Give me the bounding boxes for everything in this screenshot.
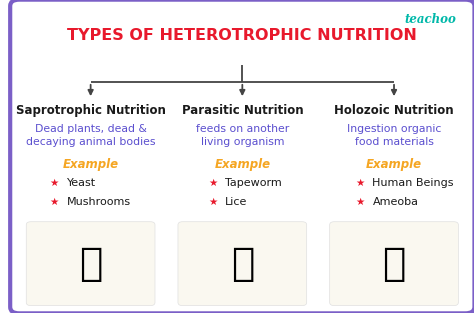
Text: Lice: Lice [225,197,248,207]
Text: Ingestion organic
food materials: Ingestion organic food materials [347,124,441,147]
Text: Ameoba: Ameoba [373,197,419,207]
Text: Yeast: Yeast [67,178,96,188]
Text: ★: ★ [355,197,364,207]
Text: Parasitic Nutrition: Parasitic Nutrition [182,104,303,117]
Text: Saprotrophic Nutrition: Saprotrophic Nutrition [16,104,165,117]
Text: Mushrooms: Mushrooms [67,197,131,207]
FancyBboxPatch shape [10,0,474,313]
Text: Example: Example [214,158,270,171]
Text: feeds on another
living organism: feeds on another living organism [196,124,289,147]
Text: teachoo: teachoo [404,13,456,26]
FancyBboxPatch shape [178,222,307,305]
FancyBboxPatch shape [26,222,155,305]
FancyBboxPatch shape [329,222,458,305]
Text: Human Beings: Human Beings [373,178,454,188]
Text: ★: ★ [208,197,217,207]
Text: 🐛: 🐛 [231,245,254,283]
Text: Tapeworm: Tapeworm [225,178,282,188]
Text: 🦠: 🦠 [383,245,406,283]
Text: Example: Example [63,158,118,171]
Text: Holozoic Nutrition: Holozoic Nutrition [334,104,454,117]
Text: 🍄: 🍄 [79,245,102,283]
Text: Example: Example [366,158,422,171]
Text: Dead plants, dead &
decaying animal bodies: Dead plants, dead & decaying animal bodi… [26,124,155,147]
Text: ★: ★ [208,178,217,188]
Text: ★: ★ [49,178,58,188]
Text: ★: ★ [49,197,58,207]
Text: ★: ★ [355,178,364,188]
Text: TYPES OF HETEROTROPHIC NUTRITION: TYPES OF HETEROTROPHIC NUTRITION [67,28,417,43]
